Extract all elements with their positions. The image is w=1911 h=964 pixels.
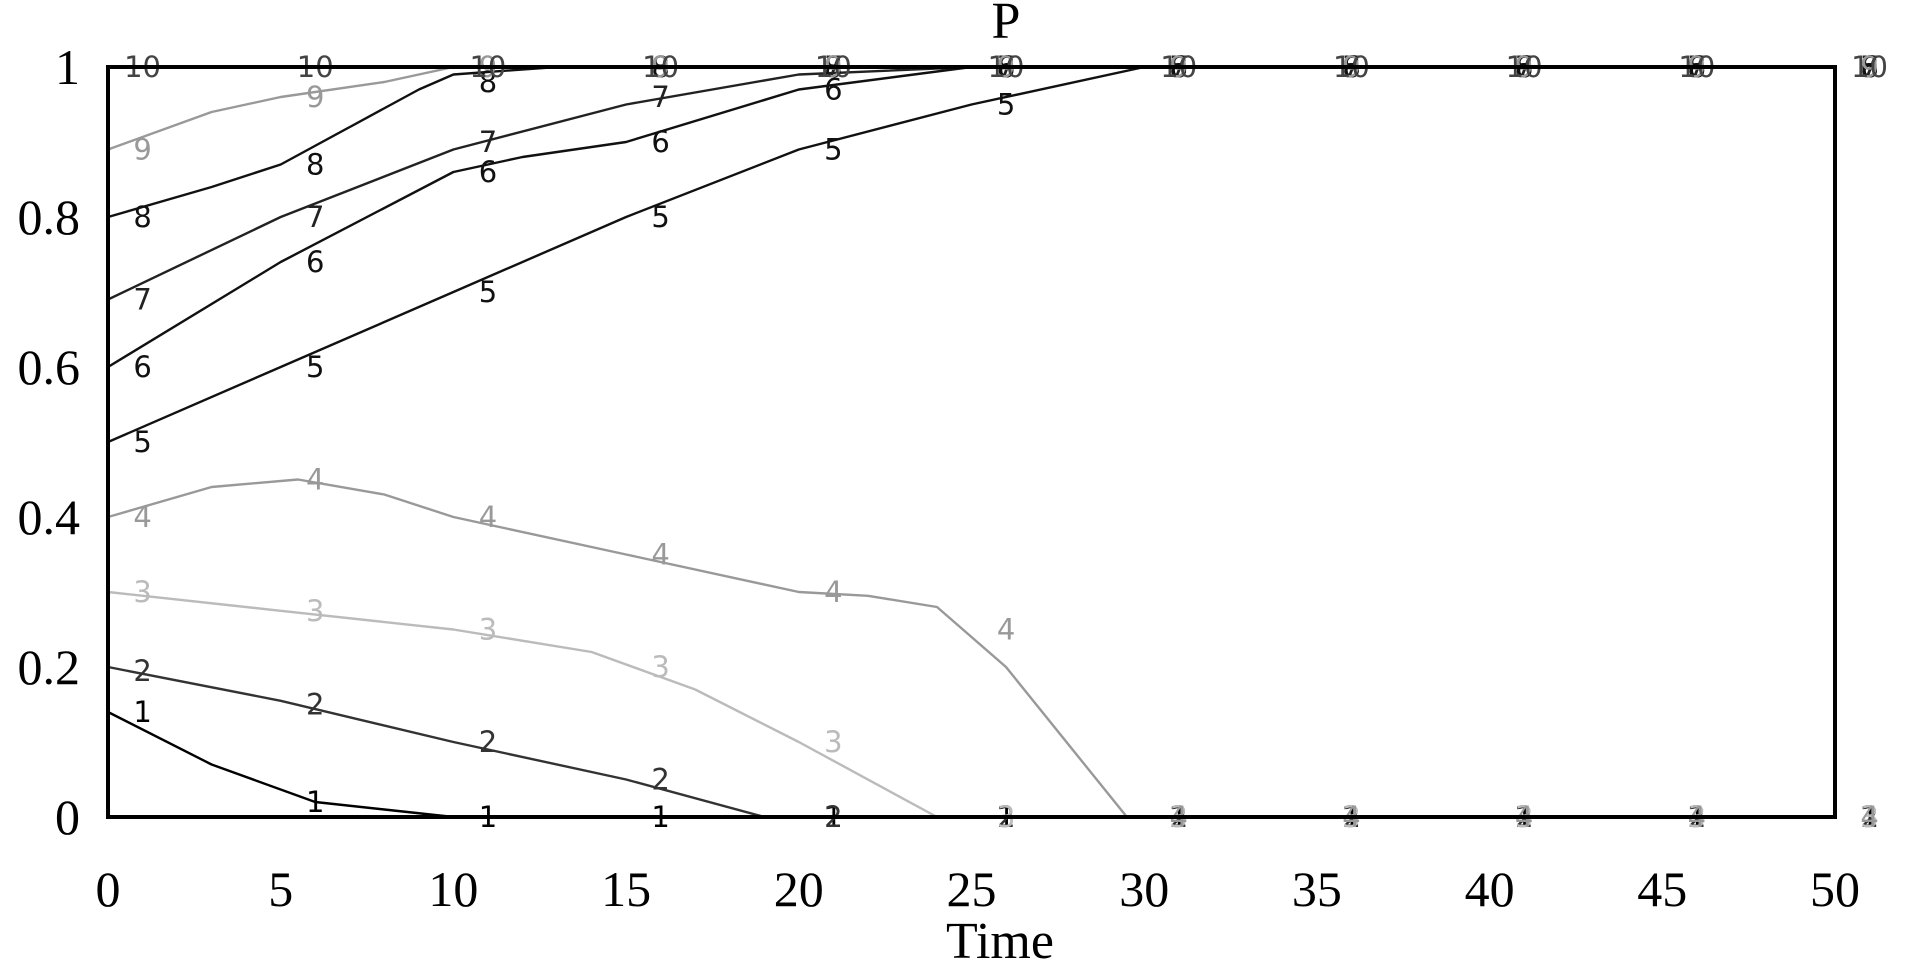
x-tick-label: 15	[601, 861, 651, 917]
plot-frame	[106, 65, 1837, 819]
series-5-marker-label: 5	[997, 88, 1015, 122]
chart-title: P	[992, 0, 1021, 50]
series-5-marker-label: 5	[651, 200, 669, 234]
y-tick-label: 0.6	[18, 339, 81, 395]
series-2-marker-label: 2	[651, 763, 669, 797]
series-3-marker-label: 3	[1860, 800, 1878, 834]
series-9-line	[107, 65, 1835, 151]
series-4-line	[107, 478, 1835, 819]
series-9-marker-label: 9	[306, 80, 324, 114]
series-4-marker-label: 4	[133, 500, 151, 534]
y-tick-label: 1	[55, 39, 80, 95]
series-3-line	[107, 590, 1835, 819]
series-9-marker-label: 9	[133, 133, 151, 167]
series-3-marker-label: 3	[133, 575, 151, 609]
series-10-marker-label: 10	[1851, 50, 1888, 84]
series-8-marker-label: 8	[479, 65, 497, 99]
series-6-marker-label: 6	[479, 155, 497, 189]
series-2-marker-label: 2	[479, 725, 497, 759]
series-5-line	[107, 65, 1835, 444]
series-5-marker-label: 5	[1860, 50, 1878, 84]
series-7-marker-label: 7	[651, 80, 669, 114]
y-tick-label: 0.2	[18, 639, 81, 695]
y-tick-label: 0.4	[18, 489, 81, 545]
x-tick-label: 25	[947, 861, 997, 917]
series-1-line	[107, 710, 1835, 819]
series-3-marker-label: 3	[651, 650, 669, 684]
x-tick-label: 50	[1810, 861, 1860, 917]
series-7-marker-label: 7	[479, 125, 497, 159]
series-4-marker-label: 4	[651, 538, 669, 572]
x-tick-label: 35	[1292, 861, 1342, 917]
series-5-marker-label: 5	[824, 133, 842, 167]
series-5-marker-label: 5	[306, 350, 324, 384]
series-1-marker-label: 1	[133, 695, 151, 729]
series-2-marker-label: 2	[1860, 800, 1878, 834]
series-4-marker-label: 4	[479, 500, 497, 534]
series-7-marker-label: 7	[1860, 50, 1878, 84]
series-3-marker-label: 3	[824, 725, 842, 759]
series-8-marker-label: 8	[1860, 50, 1878, 84]
series-4-marker-label: 4	[306, 463, 324, 497]
series-8-line	[107, 65, 1835, 219]
series-8-marker-label: 8	[306, 148, 324, 182]
series-layer	[107, 65, 1835, 819]
series-3-marker-label: 3	[306, 594, 324, 628]
series-1-marker-label: 1	[306, 785, 324, 819]
x-tick-label: 20	[774, 861, 824, 917]
series-7-marker-label: 7	[133, 283, 151, 317]
series-9-marker-label: 9	[1860, 50, 1878, 84]
x-tick-label: 10	[428, 861, 478, 917]
series-5-marker-label: 5	[133, 425, 151, 459]
series-4-marker-label: 4	[997, 613, 1015, 647]
series-6-marker-label: 6	[133, 350, 151, 384]
x-tick-label: 0	[96, 861, 121, 917]
series-1-marker-label: 1	[1860, 800, 1878, 834]
series-6-marker-label: 6	[824, 73, 842, 107]
series-2-marker-label: 2	[133, 654, 151, 688]
series-2-line	[107, 665, 1835, 819]
y-tick-label: 0.8	[18, 189, 81, 245]
series-2-marker-label: 2	[306, 688, 324, 722]
x-tick-label: 45	[1637, 861, 1687, 917]
series-7-marker-label: 7	[306, 200, 324, 234]
x-axis-label: Time	[946, 913, 1054, 964]
x-tick-label: 5	[268, 861, 293, 917]
x-tick-label: 30	[1119, 861, 1169, 917]
series-6-marker-label: 6	[651, 125, 669, 159]
series-6-marker-label: 6	[1860, 50, 1878, 84]
series-6-marker-label: 6	[306, 245, 324, 279]
series-4-marker-label: 4	[824, 575, 842, 609]
y-tick-label: 0	[55, 789, 80, 845]
series-4-marker-label: 4	[1860, 800, 1878, 834]
x-tick-label: 40	[1465, 861, 1515, 917]
series-6-line	[107, 65, 1835, 369]
series-7-line	[107, 65, 1835, 301]
series-5-marker-label: 5	[479, 275, 497, 309]
series-8-marker-label: 8	[133, 200, 151, 234]
series-3-marker-label: 3	[479, 613, 497, 647]
